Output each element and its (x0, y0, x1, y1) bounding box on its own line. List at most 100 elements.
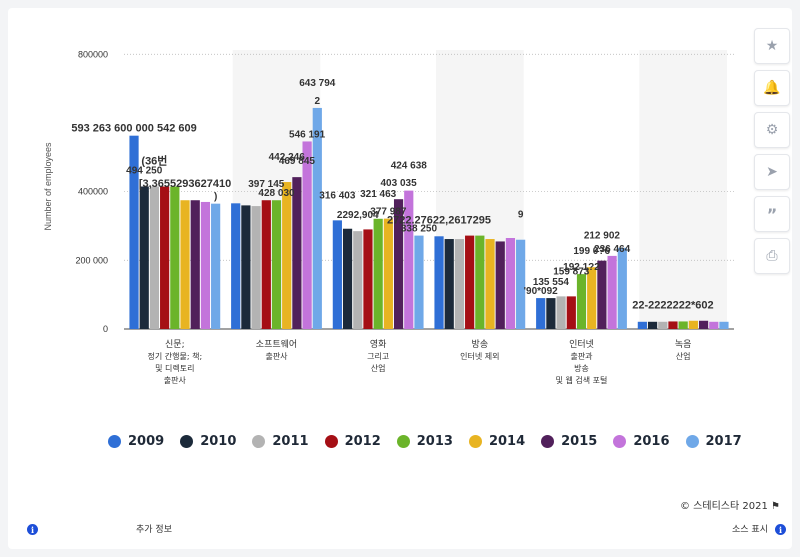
data-label: 2 (315, 96, 321, 107)
legend-label: 2015 (561, 434, 598, 449)
y-tick-label: 800000 (78, 49, 108, 59)
bar (475, 235, 485, 329)
x-tick-label: 출판과 (570, 351, 593, 361)
group-band (639, 50, 727, 329)
bar (607, 255, 617, 329)
data-label: 236 464 (594, 244, 631, 255)
quote-icon[interactable]: ” (754, 196, 790, 232)
copyright-text[interactable]: © 스테티스타 2021 ⚑ (680, 501, 780, 512)
star-icon[interactable]: ★ (754, 28, 790, 64)
print-icon[interactable]: ⎙ (754, 238, 790, 274)
legend-label: 2017 (705, 434, 742, 449)
data-label: 494 250 (126, 166, 163, 177)
legend-item[interactable]: 2014 (468, 434, 526, 449)
flag-icon: ⚑ (771, 501, 780, 512)
bar (454, 239, 465, 329)
data-label: 397 145 (248, 179, 285, 190)
show-source-link[interactable]: 소스 표시 (732, 525, 768, 535)
x-tick-label: 및 디렉토리 (155, 363, 194, 373)
bar (668, 321, 678, 329)
data-label: 377 987 (370, 207, 407, 218)
bar (566, 296, 576, 329)
data-label: 593 263 600 000 542 609 (71, 123, 196, 135)
gear-icon[interactable]: ⚙ (754, 112, 790, 148)
bar (342, 228, 353, 329)
data-label: 469 845 (279, 156, 316, 167)
legend-item[interactable]: 2011 (252, 434, 309, 449)
legend-item[interactable]: 2017 (685, 434, 742, 449)
x-tick-label: 산업 (676, 351, 691, 361)
more-info-link[interactable]: 추가 정보 (136, 525, 172, 535)
legend-label: 2009 (128, 434, 165, 449)
bar (698, 320, 709, 329)
x-tick-label: 방송 (574, 363, 589, 373)
source-info-icon[interactable]: i (775, 524, 786, 535)
x-tick-label: 인터넷 제외 (460, 351, 499, 361)
x-tick-label: 정기 간행물; 책; (148, 351, 203, 361)
data-label: 321 463 (360, 189, 397, 200)
bar-chart: 800000 400000 200 000 0 Number of employees 신… (43, 49, 734, 385)
data-label: 212 902 (584, 231, 621, 242)
data-label: 9 (518, 210, 524, 221)
bar (719, 321, 729, 329)
bar (251, 206, 261, 329)
data-label: 428 030 (258, 188, 295, 199)
y-tick-label: 200 000 (75, 255, 108, 265)
bar (444, 239, 454, 329)
bar (373, 218, 383, 329)
bar (414, 235, 424, 329)
x-tick-label: 녹음 (675, 339, 692, 350)
data-label: 199 0?6 (573, 246, 610, 257)
bell-icon[interactable]: 🔔 (754, 70, 790, 106)
data-label: 135 554 (533, 277, 570, 288)
legend-item[interactable]: 2016 (613, 434, 670, 449)
legend-label: 2012 (344, 434, 381, 449)
data-label: 22-2222222*602 (632, 299, 713, 311)
y-axis-title: Number of employees (43, 142, 53, 231)
bar (393, 199, 404, 329)
data-label: [3,3655293627410 (139, 178, 231, 190)
chart-card: 800000 400000 200 000 0 Number of employees 신… (8, 8, 792, 549)
bar (363, 229, 373, 329)
bar (465, 235, 475, 329)
data-label: 338 250 (401, 224, 438, 235)
x-tick-label: 영화 (370, 339, 387, 350)
data-label: 643 794 (299, 78, 336, 89)
info-icon[interactable]: i (27, 524, 38, 535)
bar (332, 220, 342, 329)
legend-label: 2013 (416, 434, 453, 449)
legend-marker (685, 435, 699, 448)
bar (404, 190, 414, 329)
y-tick-label: 400000 (78, 187, 108, 197)
bar (129, 135, 139, 329)
bar (678, 321, 688, 329)
legend-marker (396, 435, 410, 448)
bar (211, 203, 221, 329)
y-tick-label: 0 (103, 324, 108, 334)
legend-label: 2014 (488, 434, 526, 449)
data-label: (36번 (141, 154, 167, 168)
x-tick-label: 방송 (472, 339, 489, 350)
x-tick-label: 출판사 (164, 375, 187, 385)
bar (556, 296, 566, 329)
data-label: 316 403 (319, 190, 356, 201)
data-label: 546 191 (289, 129, 326, 140)
bar (516, 239, 526, 329)
legend-item[interactable]: 2015 (541, 434, 597, 449)
legend-marker (468, 435, 482, 448)
legend-item[interactable]: 2009 (108, 434, 164, 449)
bar (312, 107, 322, 329)
share-icon[interactable]: ➤ (754, 154, 790, 190)
legend-item[interactable]: 2012 (324, 434, 381, 449)
data-label: 159 873 (553, 266, 590, 277)
x-tick-label: 그리고 (367, 352, 389, 361)
bar (597, 260, 607, 329)
bar (282, 182, 292, 329)
x-tick-label: 신문; (165, 339, 185, 350)
x-tick-label: 출판사 (265, 351, 288, 361)
bar (485, 239, 495, 329)
legend-item[interactable]: 2013 (396, 434, 453, 449)
legend-item[interactable]: 2010 (180, 434, 236, 449)
bar (292, 177, 302, 329)
data-label: 192 1?2 (563, 262, 600, 273)
